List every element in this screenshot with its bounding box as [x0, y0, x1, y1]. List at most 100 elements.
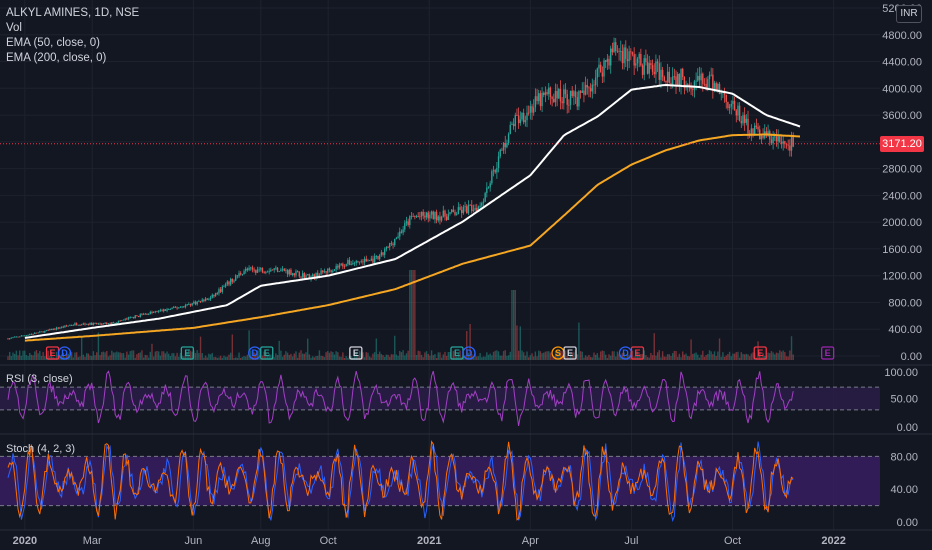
ema50-legend[interactable]: EMA (50, close, 0) [6, 37, 100, 49]
candle-body [533, 107, 535, 113]
volume-bar [702, 350, 704, 360]
volume-bar [584, 355, 587, 360]
candle-body [422, 211, 424, 216]
candle-body [74, 323, 76, 325]
candle-body [37, 332, 39, 334]
candle-body [618, 50, 620, 52]
candle-body [489, 183, 491, 188]
candle-body [17, 336, 19, 338]
time-axis-label: Jul [624, 535, 638, 547]
volume-bar [425, 351, 428, 360]
candle-body [291, 273, 294, 276]
candle-body [85, 323, 88, 325]
volume-bar [101, 352, 103, 360]
candle-body [687, 84, 689, 86]
candle-body [360, 261, 362, 263]
volume-bar [214, 356, 217, 360]
volume-bar [363, 357, 366, 360]
volume-bar [24, 350, 26, 360]
candle-body [238, 273, 240, 277]
candle-body [745, 118, 748, 123]
candle-body [151, 312, 153, 313]
candle-body [733, 100, 736, 111]
event-letter: S [555, 348, 561, 358]
volume-bar [154, 351, 157, 360]
volume-bar [335, 351, 337, 360]
rsi-pane-label[interactable]: RSI (3, close) [6, 373, 73, 385]
volume-bar [743, 354, 746, 360]
symbol-title[interactable]: ALKYL AMINES, 1D, NSE [6, 7, 140, 19]
candle-body [425, 212, 428, 218]
candle-body [204, 298, 207, 302]
candle-body [265, 272, 267, 273]
volume-bar [246, 354, 249, 360]
candle-body [161, 310, 163, 312]
candle-body [223, 286, 225, 288]
volume-bar [91, 356, 93, 360]
candle-body [67, 325, 69, 327]
candle-body [312, 274, 314, 277]
candle-body [772, 136, 774, 144]
volume-legend[interactable]: Vol [6, 22, 22, 34]
volume-bar [29, 352, 31, 360]
candle-body [481, 202, 483, 206]
currency-badge[interactable]: INR [896, 5, 922, 23]
candle-body [561, 101, 563, 104]
volume-bar [675, 351, 677, 360]
candle-body [584, 84, 587, 95]
volume-bar [291, 356, 294, 360]
volume-bar [281, 356, 284, 360]
candle-body [527, 112, 530, 114]
volume-bar [181, 355, 183, 360]
volume-bar [97, 332, 100, 360]
volume-bar [524, 355, 527, 360]
candle-body [676, 73, 679, 85]
volume-bar [268, 353, 270, 360]
volume-bar [405, 353, 408, 360]
candle-body [70, 325, 73, 326]
candle-body [506, 143, 508, 148]
candle-body [189, 304, 192, 306]
event-letter: E [634, 348, 640, 358]
candle-body [641, 65, 644, 75]
candle-body [586, 84, 588, 88]
event-circle [57, 346, 72, 360]
volume-bar [412, 270, 414, 360]
volume-bar [198, 352, 200, 360]
candle-body [250, 267, 252, 269]
volume-bar [762, 353, 764, 360]
event-marker: E [821, 346, 835, 360]
candle-body [347, 260, 349, 265]
candle-body [628, 51, 630, 62]
volume-bar [479, 353, 481, 360]
volume-bar [516, 325, 518, 360]
candle-body [646, 61, 649, 74]
volume-bar [578, 322, 580, 360]
candle-body [631, 52, 634, 55]
volume-bar [219, 355, 222, 360]
candle-body [27, 334, 29, 336]
candle-body [345, 264, 347, 267]
event-box [753, 346, 767, 360]
event-letter: E [353, 348, 359, 358]
candle-body [661, 69, 664, 78]
candle-body [201, 299, 203, 302]
volume-bar [581, 351, 583, 360]
candle-body [124, 318, 126, 320]
volume-bar [435, 357, 438, 360]
candle-body [740, 120, 743, 124]
candle-body [303, 273, 306, 278]
volume-bar [400, 352, 403, 360]
ema200-legend[interactable]: EMA (200, close, 0) [6, 52, 107, 64]
candle-body [457, 207, 460, 214]
volume-bar [22, 350, 24, 360]
volume-bar [377, 353, 379, 360]
volume-bar [347, 357, 349, 360]
candle-body [650, 63, 652, 66]
candle-body [775, 136, 778, 142]
candle-body [226, 281, 229, 285]
candle-body [543, 92, 545, 95]
stoch-pane-label[interactable]: Stoch (4, 2, 3) [6, 443, 76, 455]
candle-body [183, 306, 185, 308]
